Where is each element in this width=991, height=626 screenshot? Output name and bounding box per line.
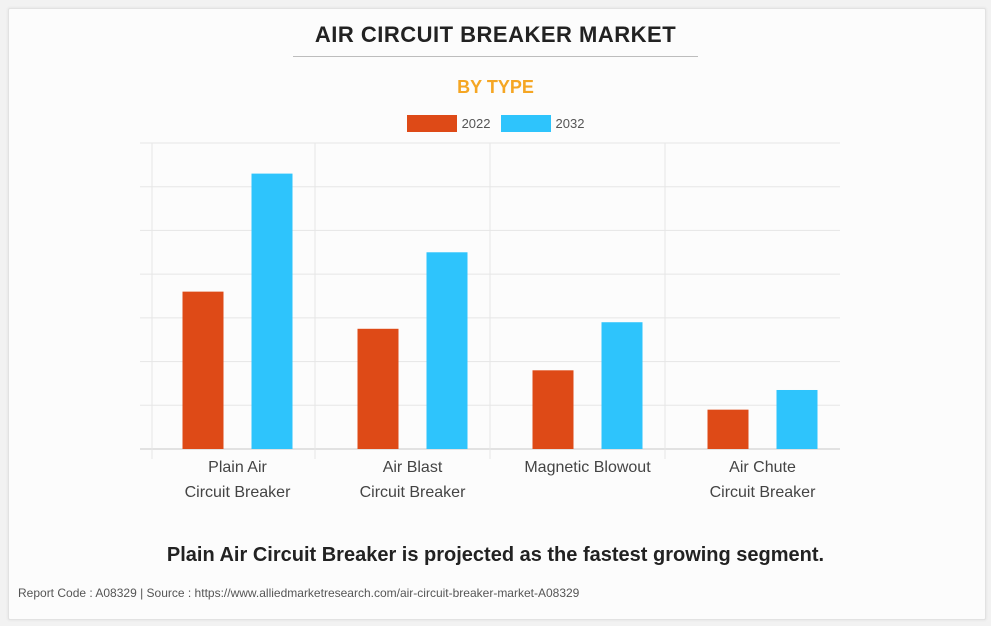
x-tick-label: Plain Air [208, 459, 267, 476]
bar-2032 [601, 322, 643, 449]
bar-2022 [182, 291, 224, 449]
chart-headline: Plain Air Circuit Breaker is projected a… [166, 544, 825, 566]
x-tick-label: Circuit Breaker [710, 484, 816, 501]
x-tick-label: Magnetic Blowout [524, 459, 651, 476]
bar-2022 [707, 409, 749, 449]
legend-item-2022[interactable]: 2022 [406, 115, 491, 132]
legend-label-2022: 2022 [461, 116, 491, 131]
bar-2032 [776, 389, 818, 449]
x-tick-label: Air Blast [383, 459, 443, 476]
legend-item-2032[interactable]: 2032 [500, 115, 585, 132]
bar-2022 [532, 370, 574, 449]
bar-2032 [426, 252, 468, 449]
x-tick-label: Circuit Breaker [185, 484, 291, 501]
legend-swatch-2022 [406, 115, 457, 132]
chart-card [8, 8, 986, 620]
legend-label-2032: 2032 [555, 116, 585, 131]
legend-swatch-2032 [500, 115, 551, 132]
title-divider [293, 56, 698, 57]
x-tick-label: Circuit Breaker [360, 484, 466, 501]
bar-2022 [357, 328, 399, 449]
chart-subtitle: BY TYPE [457, 77, 534, 97]
x-tick-label: Air Chute [729, 459, 796, 476]
bar-2032 [251, 173, 293, 449]
chart-legend: 2022 2032 [0, 115, 991, 132]
source-footer: Report Code : A08329 | Source : https://… [18, 586, 580, 600]
chart-title: AIR CIRCUIT BREAKER MARKET [314, 22, 677, 47]
